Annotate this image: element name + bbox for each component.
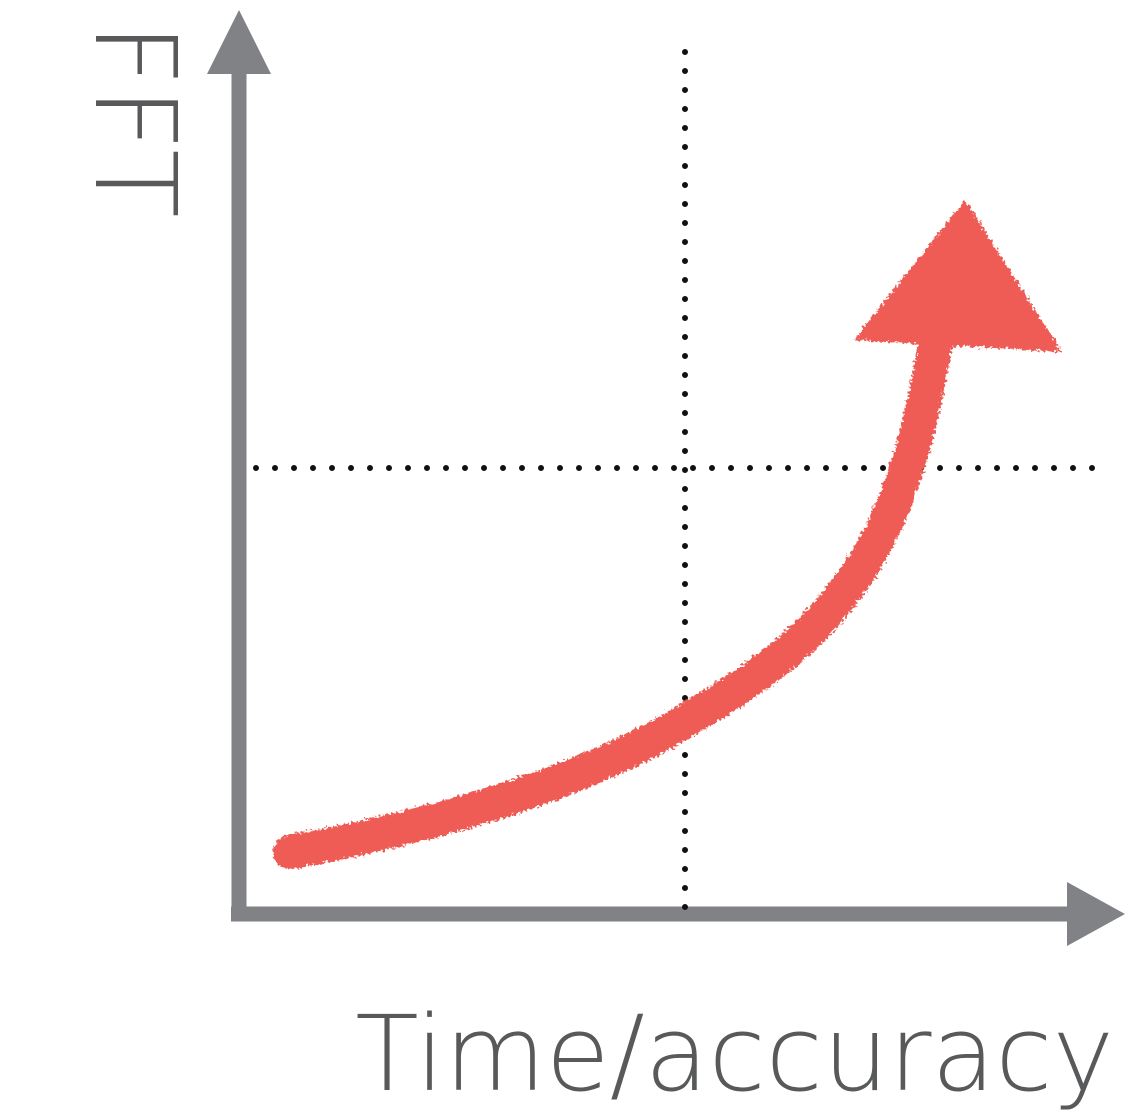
y-axis-arrowhead-icon xyxy=(207,10,271,74)
growth-curve xyxy=(273,328,952,869)
x-axis-arrowhead-icon xyxy=(1067,882,1125,946)
x-axis-label: Time/accuracy xyxy=(355,993,1114,1115)
growth-curve-arrow xyxy=(273,200,1062,869)
y-axis xyxy=(207,10,271,921)
curve-arrowhead-icon xyxy=(854,200,1062,352)
y-axis-label: FFT xyxy=(69,22,199,217)
x-axis xyxy=(231,882,1125,946)
